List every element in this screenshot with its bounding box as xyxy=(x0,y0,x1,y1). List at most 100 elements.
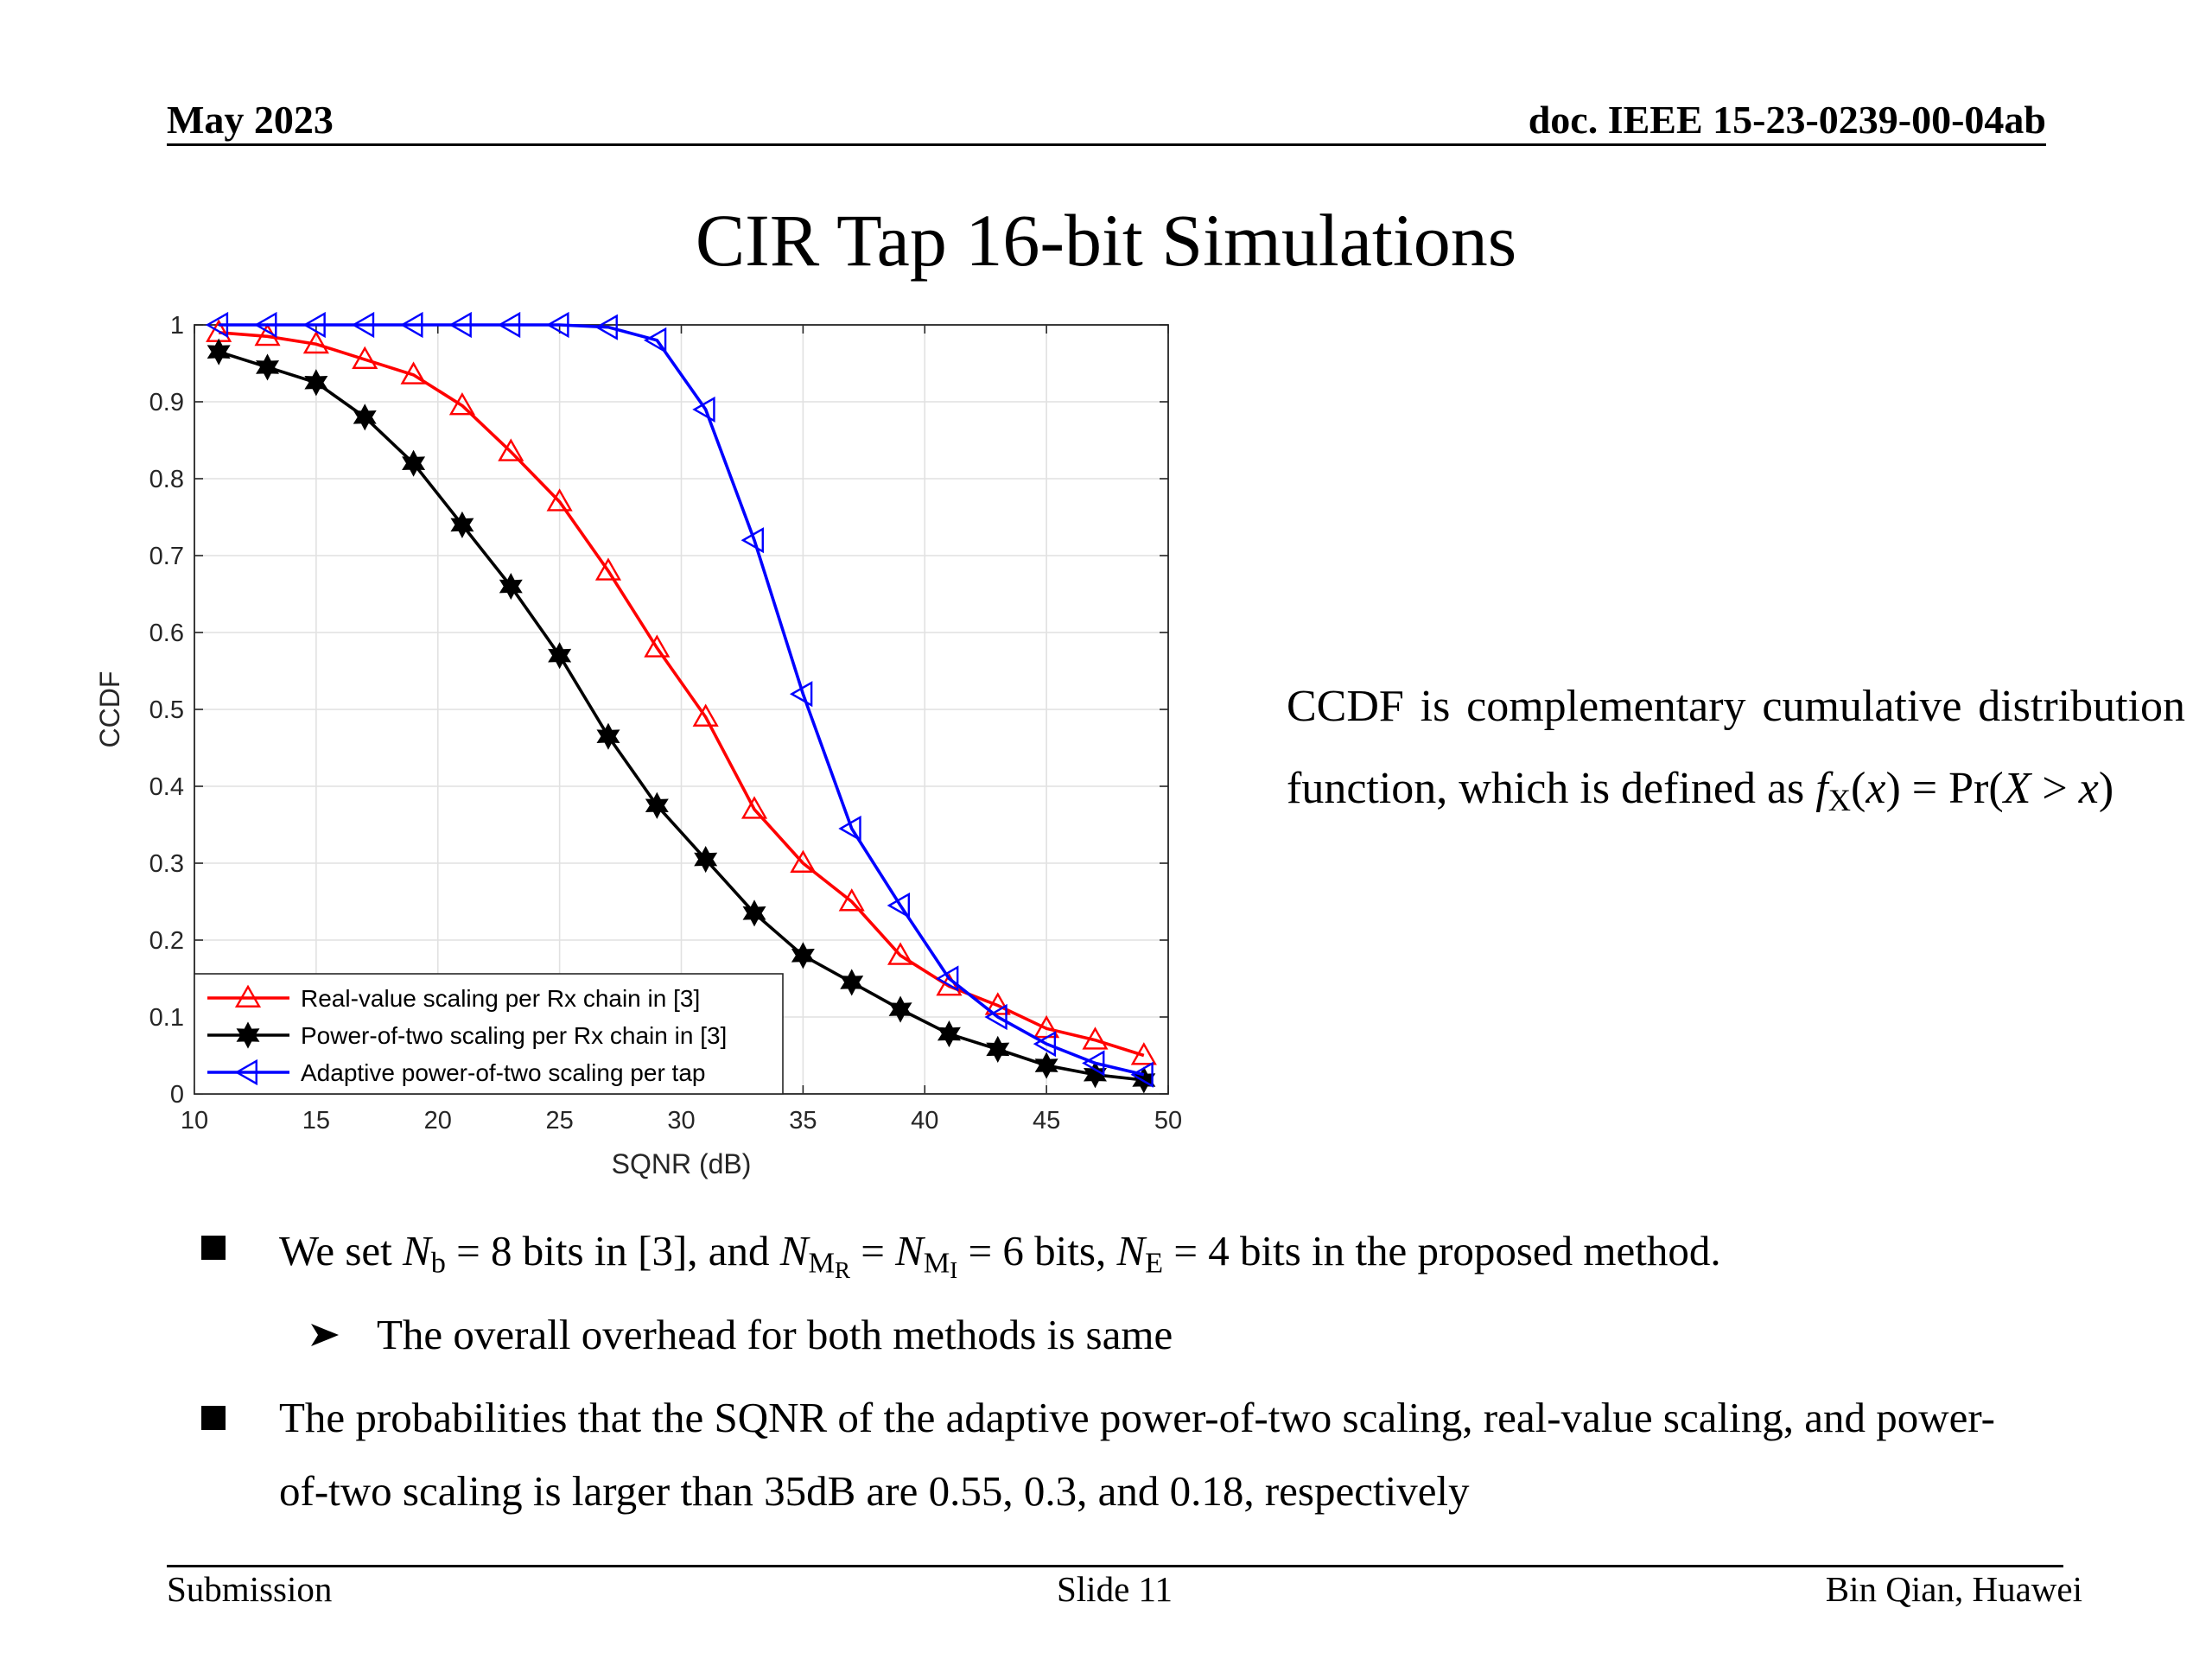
chart: 10 15 20 25 30 35 40 45 50 0 0.1 0.2 0.3 0.4 0.5 0.6 0.7… xyxy=(94,311,1182,1179)
y-tick-label: 0.9 xyxy=(149,389,184,416)
data-marker xyxy=(937,1020,961,1048)
text-run: = xyxy=(849,1227,896,1274)
legend-marker xyxy=(234,984,262,1007)
x-tick-label: 45 xyxy=(1033,1107,1060,1135)
data-marker xyxy=(887,942,914,965)
arrow-bullet xyxy=(311,1324,339,1346)
data-marker xyxy=(1033,1031,1057,1058)
math-subscript: E xyxy=(1145,1246,1164,1280)
data-marker xyxy=(888,995,912,1023)
data-marker xyxy=(546,488,573,512)
data-marker xyxy=(741,527,764,554)
y-tick-label: 0 xyxy=(170,1081,184,1109)
y-tick-label: 0.3 xyxy=(149,850,184,878)
math-subscript: b xyxy=(430,1246,446,1280)
data-marker xyxy=(353,404,377,431)
data-marker xyxy=(351,311,375,339)
math-symbol: x xyxy=(2078,764,2099,813)
data-marker xyxy=(986,1035,1010,1063)
text-run: We set xyxy=(279,1227,404,1274)
math-symbol: x xyxy=(1866,764,1886,813)
bullet-square xyxy=(201,1406,226,1430)
legend-label: Power-of-two scaling per Rx chain in [3] xyxy=(301,1022,727,1049)
y-tick-label: 0.4 xyxy=(149,773,184,801)
data-marker xyxy=(400,311,423,339)
data-marker xyxy=(838,888,865,912)
math-symbol: N xyxy=(779,1227,809,1274)
data-marker xyxy=(692,396,715,423)
data-marker xyxy=(838,815,861,842)
data-marker xyxy=(694,845,718,874)
math-symbol: f xyxy=(1815,764,1828,813)
y-tick-label: 0.6 xyxy=(149,620,184,647)
data-marker xyxy=(840,969,864,996)
math-symbol: N xyxy=(1116,1227,1146,1274)
data-marker xyxy=(791,942,815,969)
data-marker xyxy=(1130,1061,1154,1088)
data-marker xyxy=(448,311,472,339)
footer-rule xyxy=(167,1565,2063,1567)
math-subscript: M xyxy=(808,1246,835,1280)
y-tick-label: 1 xyxy=(170,312,184,340)
legend-marker xyxy=(236,1021,260,1049)
text-run: The overall overhead for both methods is… xyxy=(377,1311,1173,1358)
y-tick-label: 0.2 xyxy=(149,927,184,955)
x-tick-label: 10 xyxy=(181,1107,208,1135)
data-marker xyxy=(1130,1042,1157,1065)
data-marker xyxy=(643,327,667,353)
y-tick-label: 0.8 xyxy=(149,466,184,493)
data-marker xyxy=(499,573,523,601)
data-marker xyxy=(594,557,622,581)
data-marker xyxy=(448,392,475,416)
data-marker xyxy=(984,992,1011,1015)
x-tick-label: 25 xyxy=(545,1107,573,1135)
text-run: CCDF is complementary cumulative distrib… xyxy=(1287,682,2185,813)
data-marker xyxy=(352,346,378,370)
data-marker xyxy=(1083,1061,1107,1089)
x-tick-label: 50 xyxy=(1154,1107,1182,1135)
y-tick-label: 0.7 xyxy=(149,543,184,570)
x-tick-label: 35 xyxy=(789,1107,817,1135)
data-marker xyxy=(645,791,669,819)
x-tick-label: 40 xyxy=(911,1107,938,1135)
text-run: The probabilities that the SQNR of the a… xyxy=(279,1394,1995,1515)
math-subscript: R xyxy=(834,1256,850,1283)
legend-label: Adaptive power-of-two scaling per tap xyxy=(301,1059,705,1086)
data-marker xyxy=(400,361,427,385)
math-symbol: X xyxy=(2003,764,2031,813)
data-marker xyxy=(1082,1050,1105,1077)
bullet-text: We set Nb = 8 bits in [3], and NMR = NMI… xyxy=(279,1214,2050,1287)
data-marker xyxy=(497,311,521,339)
data-marker xyxy=(790,849,817,873)
header-rule xyxy=(167,143,2046,146)
data-marker xyxy=(498,438,524,461)
data-marker xyxy=(742,899,766,927)
footer-left: Submission xyxy=(167,1569,333,1609)
math-symbol: N xyxy=(403,1227,431,1274)
text-run: ) = Pr( xyxy=(1885,764,2004,813)
math-symbol: N xyxy=(895,1227,924,1274)
data-marker xyxy=(596,722,620,750)
y-tick-label: 0.1 xyxy=(149,1004,184,1032)
text-run: = 4 bits in the proposed method. xyxy=(1163,1227,1721,1274)
text-run: ( xyxy=(1851,764,1866,813)
data-marker xyxy=(594,314,618,340)
text-run: = 8 bits in [3], and xyxy=(445,1227,780,1274)
legend: Real-value scaling per Rx chain in [3] Po… xyxy=(194,973,784,1095)
footer-center: Slide 11 xyxy=(1056,1569,1173,1609)
data-marker xyxy=(548,642,572,670)
data-marker xyxy=(207,338,231,365)
x-tick-label: 20 xyxy=(424,1107,452,1135)
data-marker xyxy=(887,892,911,919)
header-date: May 2023 xyxy=(167,98,334,142)
math-subscript: X xyxy=(1827,783,1852,818)
header-doc: doc. IEEE 15-23-0239-00-04ab xyxy=(1528,98,2046,142)
data-marker xyxy=(984,1003,1007,1031)
data-marker xyxy=(936,965,959,992)
data-marker xyxy=(254,311,277,339)
data-marker xyxy=(1034,1052,1058,1079)
data-marker xyxy=(450,511,474,538)
data-marker xyxy=(644,634,671,658)
math-subscript: M xyxy=(923,1246,950,1280)
